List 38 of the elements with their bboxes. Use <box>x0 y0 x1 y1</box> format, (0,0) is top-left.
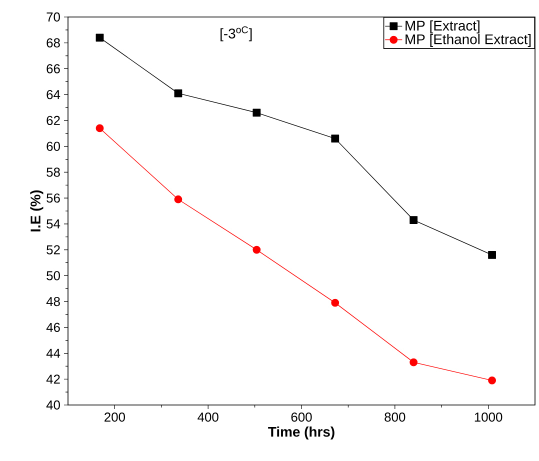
y-tick-label: 60 <box>46 142 60 151</box>
y-tick-label: 66 <box>46 64 60 74</box>
point <box>410 358 418 366</box>
point <box>252 246 261 254</box>
y-tick-label: 70 <box>46 12 60 22</box>
y-tick-label: 50 <box>46 271 60 280</box>
y-tick-label: 52 <box>46 245 60 254</box>
point <box>488 251 496 259</box>
point <box>331 134 340 143</box>
y-tick-label: 48 <box>46 296 60 306</box>
y-tick-label: 56 <box>46 193 60 203</box>
x-tick-label: 400 <box>198 412 218 422</box>
point <box>174 195 182 204</box>
annotation: [-3$^{oC}$] <box>220 26 252 42</box>
point <box>488 376 496 384</box>
y-tick-label: 42 <box>46 374 60 384</box>
legend-label: MP [Ethanol Extract] <box>406 34 531 47</box>
point <box>96 34 104 42</box>
point <box>331 298 340 307</box>
y-tick-label: 44 <box>46 348 60 358</box>
y-tick-label: 54 <box>46 219 60 228</box>
y-tick-label: 64 <box>46 90 60 100</box>
y-axis-title: I.E (%) <box>30 190 44 232</box>
y-tick-label: 62 <box>46 116 60 126</box>
y-tick-label: 46 <box>46 322 60 332</box>
legend-label: MP [Extract] <box>406 20 480 34</box>
x-tick-label: 800 <box>384 412 406 422</box>
x-tick-label: 1000 <box>474 412 502 422</box>
y-tick-label: 58 <box>46 168 60 177</box>
y-tick-label: 40 <box>46 400 60 410</box>
point <box>252 108 261 117</box>
point <box>96 124 104 132</box>
y-tick-label: 68 <box>46 38 60 48</box>
x-tick-label: 200 <box>104 412 125 422</box>
x-axis-title: Time (hrs) <box>268 426 334 440</box>
point <box>410 216 418 224</box>
point <box>174 89 182 98</box>
x-tick-label: 600 <box>291 412 312 422</box>
